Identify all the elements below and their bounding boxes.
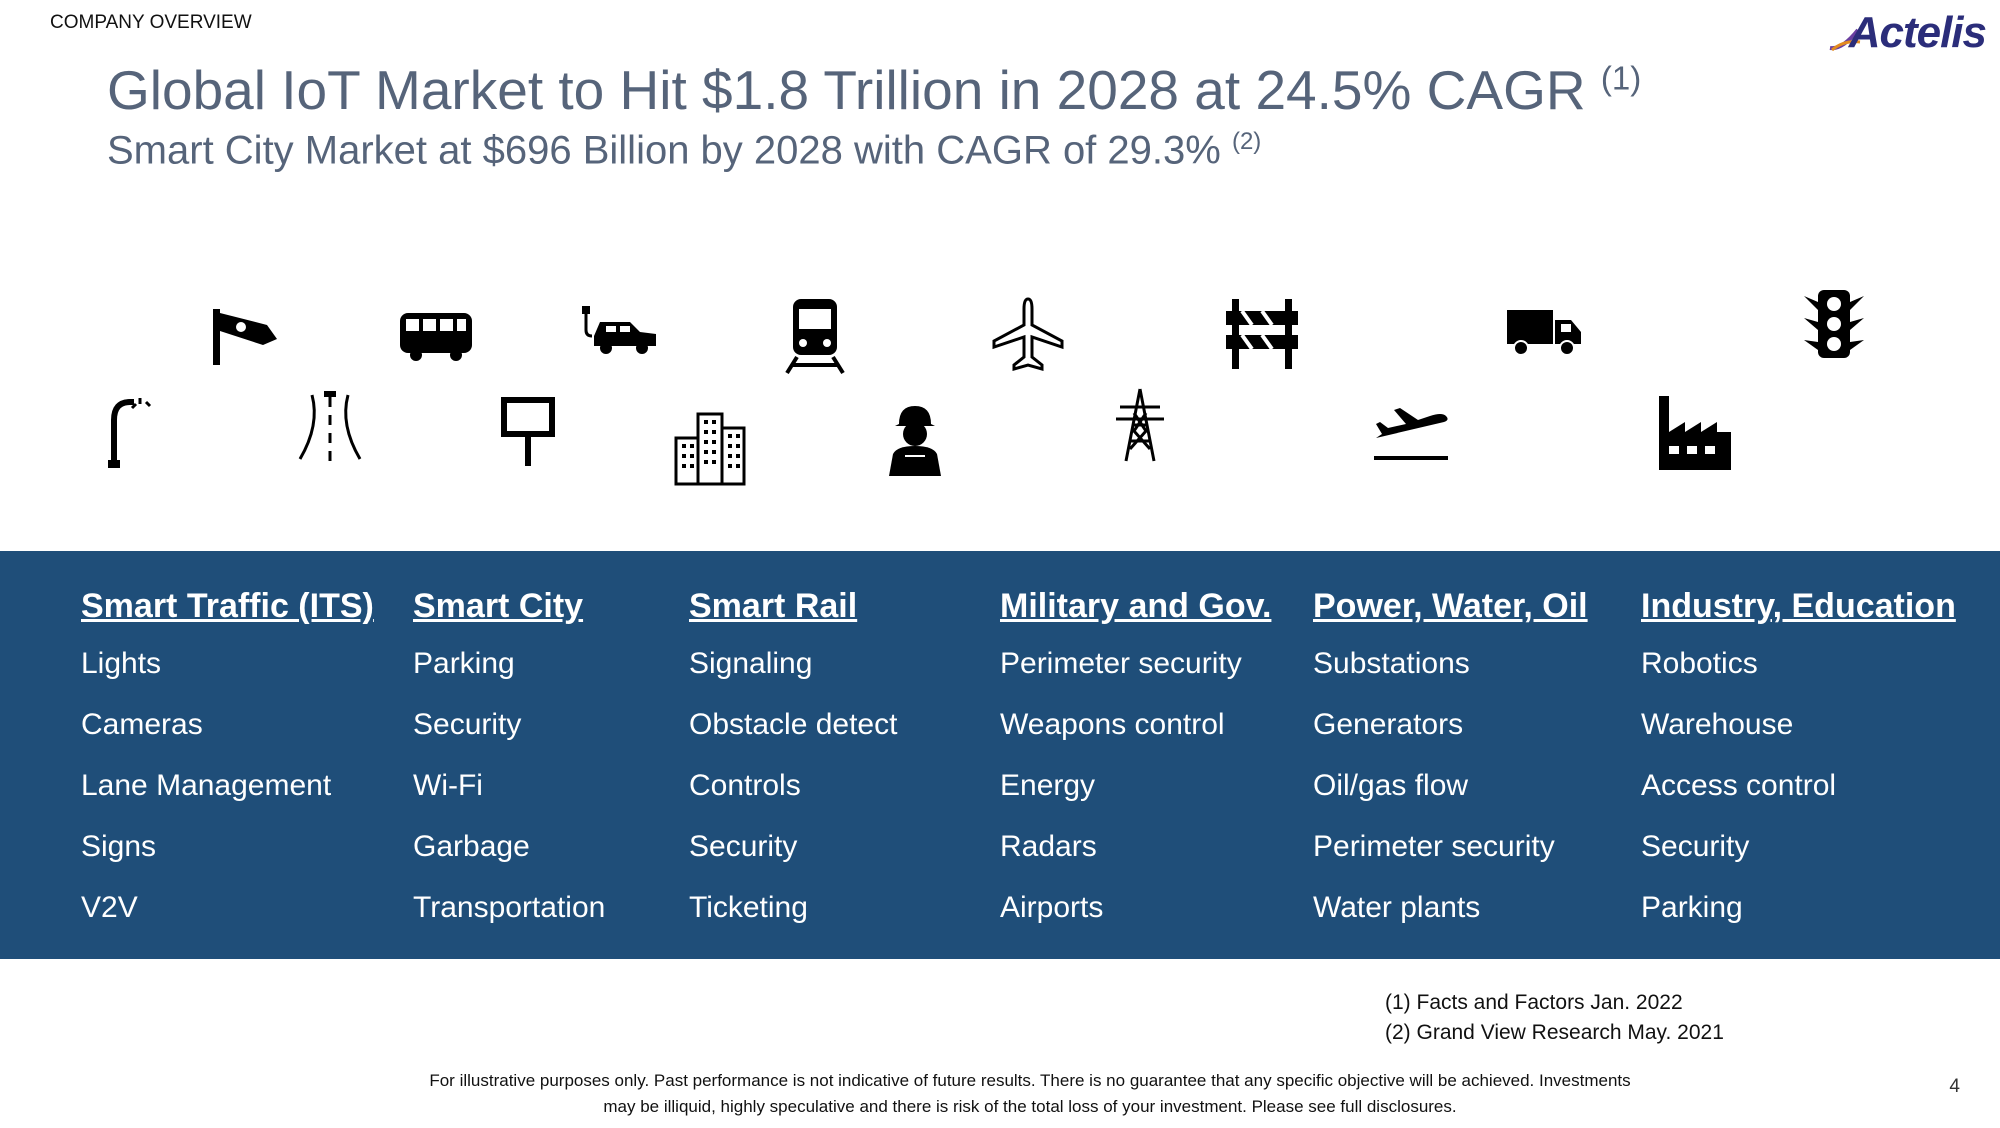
title-footnote-ref: (1) (1600, 59, 1642, 97)
category-smart-rail: Smart Rail Signaling Obstacle detect Con… (689, 587, 897, 952)
category-item: Lane Management (81, 769, 332, 802)
category-smart-traffic: Smart Traffic (ITS) Lights Cameras Lane … (81, 587, 374, 952)
traffic-light-icon (1794, 286, 1874, 366)
category-item: Water plants (1313, 891, 1481, 924)
soldier-icon (875, 400, 955, 480)
category-item: Obstacle detect (689, 708, 898, 741)
disclaimer: For illustrative purposes only. Past per… (429, 1071, 1631, 1116)
category-heading: Smart Traffic (ITS) (81, 587, 374, 625)
footnote: (1) Facts and Factors Jan. 2022 (1385, 991, 1683, 1014)
category-item: Perimeter security (1313, 830, 1555, 863)
subtitle-text: Smart City Market at $696 Billion by 202… (107, 128, 1221, 173)
category-item: Lights (81, 647, 162, 680)
category-item: Security (689, 830, 798, 863)
category-item: Signs (81, 830, 157, 863)
power-tower-icon (1100, 385, 1180, 465)
category-heading: Power, Water, Oil (1313, 587, 1588, 625)
category-item: Energy (1000, 769, 1096, 802)
page-title: Global IoT Market to Hit $1.8 Trillion i… (107, 58, 1641, 122)
page-number: 4 (1949, 1076, 1960, 1097)
company-logo: Actelis (1826, 8, 1987, 58)
category-item: Parking (1641, 891, 1743, 924)
category-heading: Military and Gov. (1000, 587, 1272, 625)
plane-takeoff-icon (1370, 390, 1450, 470)
electric-car-icon (580, 292, 660, 372)
category-item: Perimeter security (1000, 647, 1242, 680)
airplane-icon (988, 295, 1068, 375)
category-item: Transportation (413, 891, 606, 924)
logo-swoosh-icon (1829, 28, 1861, 52)
category-item: Parking (413, 647, 515, 680)
category-heading: Smart Rail (689, 587, 858, 625)
category-item: Controls (689, 769, 801, 802)
footnotes: (1) Facts and Factors Jan. 2022 (2) Gran… (1385, 988, 1724, 1048)
category-item: Substations (1313, 647, 1470, 680)
street-light-icon (94, 390, 174, 470)
road-lanes-icon (290, 385, 370, 465)
category-smart-city: Smart City Parking Security Wi-Fi Garbag… (413, 587, 605, 952)
title-text: Global IoT Market to Hit $1.8 Trillion i… (107, 59, 1586, 121)
category-item: Radars (1000, 830, 1097, 863)
category-military-gov: Military and Gov. Perimeter security Wea… (1000, 587, 1271, 952)
category-item: Oil/gas flow (1313, 769, 1469, 802)
category-item: Security (413, 708, 522, 741)
category-item: Robotics (1641, 647, 1758, 680)
security-camera-icon (205, 295, 285, 375)
category-item: Access control (1641, 769, 1837, 802)
page-subtitle: Smart City Market at $696 Billion by 202… (107, 128, 1261, 173)
category-heading: Industry, Education (1641, 587, 1956, 625)
category-industry-education: Industry, Education Robotics Warehouse A… (1641, 587, 1956, 952)
category-item: Weapons control (1000, 708, 1225, 741)
category-item: Garbage (413, 830, 530, 863)
category-item: Warehouse (1641, 708, 1794, 741)
category-item: Wi-Fi (413, 769, 483, 802)
footnote: (2) Grand View Research May. 2021 (1385, 1021, 1724, 1044)
train-icon (775, 295, 855, 375)
factory-icon (1655, 392, 1735, 472)
category-item: Ticketing (689, 891, 808, 924)
bus-icon (396, 295, 476, 375)
city-buildings-icon (670, 408, 750, 488)
category-item: Signaling (689, 647, 813, 680)
sign-post-icon (488, 390, 568, 470)
category-item: Security (1641, 830, 1750, 863)
truck-icon (1505, 290, 1585, 370)
categories-band: Smart Traffic (ITS) Lights Cameras Lane … (0, 551, 2000, 959)
subtitle-footnote-ref: (2) (1231, 128, 1262, 155)
road-barrier-icon (1222, 295, 1302, 375)
category-item: V2V (81, 891, 138, 924)
category-item: Cameras (81, 708, 203, 741)
category-item: Airports (1000, 891, 1104, 924)
category-heading: Smart City (413, 587, 584, 625)
category-power-water-oil: Power, Water, Oil Substations Generators… (1313, 587, 1588, 952)
logo-text: Actelis (1848, 8, 1987, 57)
section-label: COMPANY OVERVIEW (50, 12, 252, 33)
category-item: Generators (1313, 708, 1464, 741)
